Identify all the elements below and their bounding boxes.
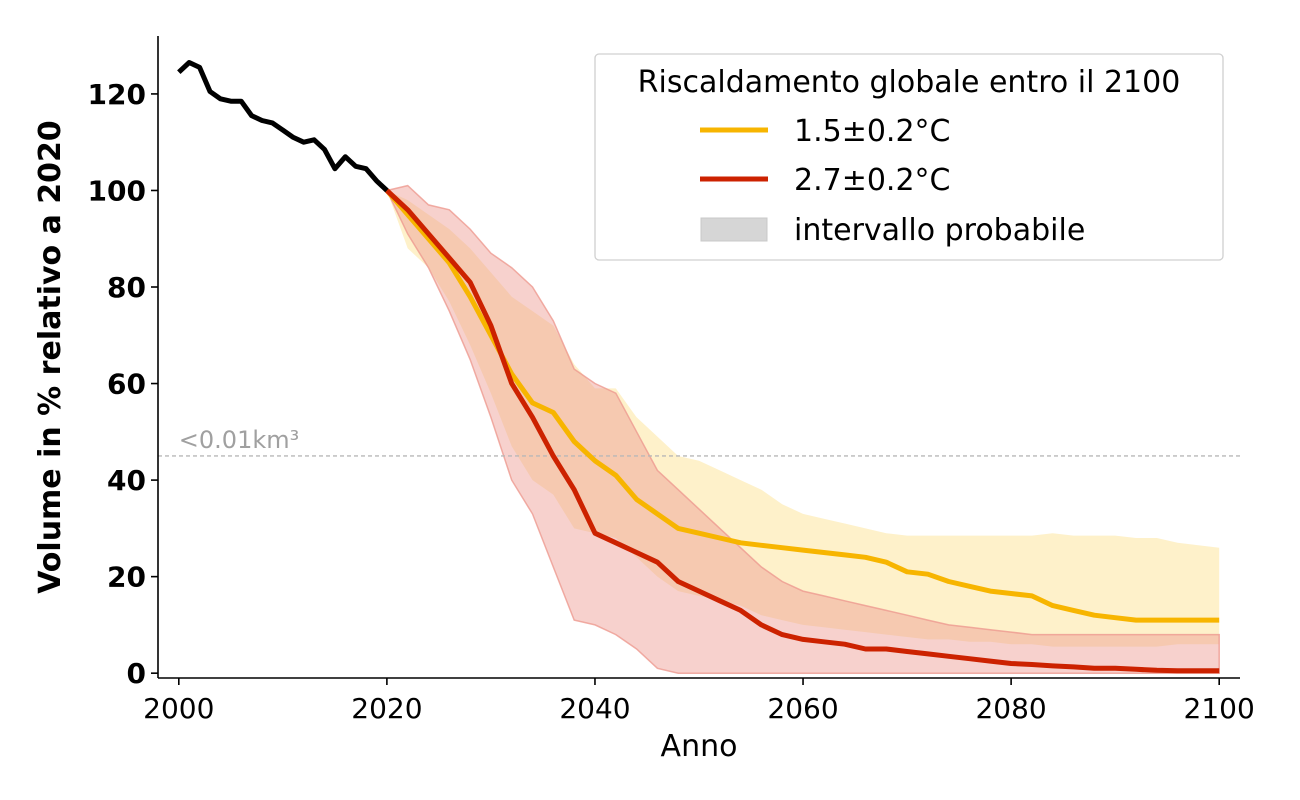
legend-label-2-7c: 2.7±0.2°C	[794, 163, 951, 198]
series-lines	[177, 60, 1220, 674]
y-tick-label: 40	[107, 464, 146, 497]
legend-title: Riscaldamento globale entro il 2100	[638, 65, 1181, 100]
y-ticks: 0 20 40 60 80 100 120	[88, 78, 158, 690]
x-tick-label: 2040	[559, 692, 630, 725]
x-tick-label: 2000	[143, 692, 214, 725]
historical-line	[177, 60, 389, 193]
y-tick-label: 120	[88, 78, 146, 111]
band-2-7c	[385, 184, 1220, 674]
legend: Riscaldamento globale entro il 2100 1.5±…	[594, 53, 1224, 261]
series-line-1-5c	[385, 188, 1220, 623]
x-tick-label: 2100	[1184, 692, 1255, 725]
legend-frame	[594, 53, 1224, 261]
x-tick-label: 2020	[351, 692, 422, 725]
y-axis-label: Volume in % relativo a 2020	[33, 120, 68, 594]
y-tick-label: 80	[107, 271, 146, 304]
y-tick-label: 20	[107, 561, 146, 594]
y-tick-label: 100	[88, 174, 146, 207]
y-tick-label: 60	[107, 368, 146, 401]
series-line-2-7c	[385, 188, 1220, 674]
legend-label-range: intervallo probabile	[794, 213, 1085, 248]
axes	[157, 36, 1240, 679]
threshold-label: <0.01km³	[179, 426, 299, 454]
legend-label-1-5c: 1.5±0.2°C	[794, 114, 951, 149]
legend-swatch-range	[700, 217, 768, 242]
x-axis-label: Anno	[661, 729, 738, 764]
x-tick-label: 2080	[975, 692, 1046, 725]
y-tick-label: 0	[127, 657, 146, 690]
x-tick-label: 2060	[767, 692, 838, 725]
x-ticks: 2000 2020 2040 2060 2080 2100	[143, 678, 1255, 725]
